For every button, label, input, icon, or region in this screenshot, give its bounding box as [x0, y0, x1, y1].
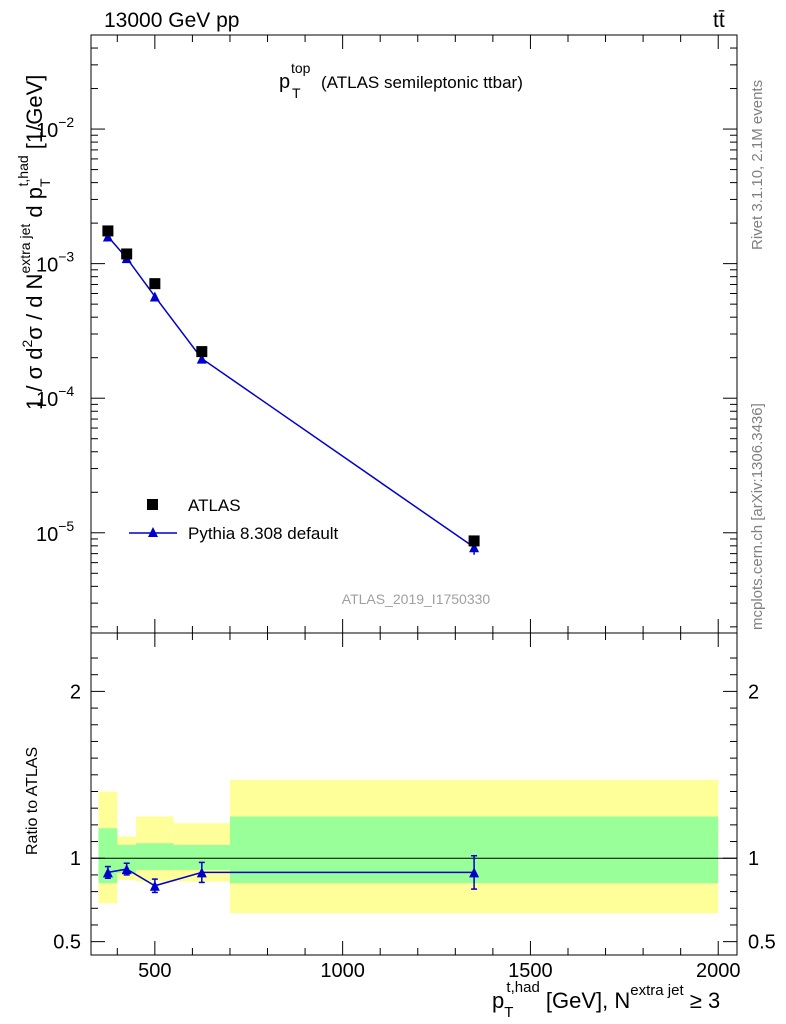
legend: ATLAS Pythia 8.308 default: [129, 496, 339, 543]
ratio-y-tick-label-left: 0.5: [53, 932, 81, 954]
ylabel-sub3: T: [37, 178, 53, 187]
atlas-marker: [196, 346, 208, 358]
tick-exponent: −3: [58, 249, 74, 265]
ylabel-mid2: d p: [22, 187, 47, 224]
main-frame: [90, 34, 738, 634]
ylabel-sup2: extra jet: [17, 224, 33, 274]
plot-title: p top T (ATLAS semileptonic ttbar): [279, 60, 523, 101]
atlas-marker: [121, 248, 133, 260]
x-tick-label: 500: [138, 960, 171, 982]
ratio-y-tick-label-right: 1: [748, 848, 759, 870]
pythia-marker: [102, 231, 113, 242]
ylabel-unit: [1/GeV]: [22, 75, 47, 156]
main-y-tick-label: 10−3: [36, 249, 74, 277]
ratio-y-tick-label-right: 2: [748, 681, 759, 703]
rivet-version-label: Rivet 3.1.10, 2.1M events: [749, 80, 766, 250]
main-y-label: 1 / σ d2σ / d Nextra jet d pTt,had [1/Ge…: [15, 75, 53, 410]
legend-pythia-label: Pythia 8.308 default: [188, 524, 339, 543]
ratio-marker: [149, 880, 160, 891]
uncertainty-band-green: [136, 843, 174, 870]
atlas-marker: [468, 535, 480, 547]
ratio-plot-area: [91, 779, 737, 914]
ylabel-sup3: t,had: [15, 155, 31, 186]
legend-pythia-marker: [148, 527, 158, 537]
ratio-x-axis: 500 1000 1500 2000: [116, 633, 741, 982]
xlabel-base: p: [492, 988, 504, 1013]
tick-exponent: −5: [58, 518, 74, 534]
ratio-frame: [90, 632, 738, 956]
ratio-y-axis: 0.5 0.5 1 1 2 2: [53, 657, 776, 954]
title-symbol: p: [279, 71, 290, 93]
ratio-y-tick-label-left: 1: [70, 848, 81, 870]
atlas-marker: [149, 278, 161, 290]
legend-atlas-label: ATLAS: [188, 496, 241, 515]
main-panel: 10−510−410−310−2 p top T (ATLAS semilept…: [15, 34, 738, 634]
pythia-marker: [469, 542, 480, 553]
analysis-watermark: ATLAS_2019_I1750330: [342, 591, 491, 607]
atlas-marker: [102, 225, 114, 237]
title-superscript: top: [291, 60, 311, 76]
legend-atlas-marker: [147, 499, 158, 510]
x-tick-label: 1000: [320, 960, 365, 982]
uncertainty-band-green: [117, 844, 137, 874]
pythia-marker: [196, 353, 207, 364]
ratio-marker: [196, 867, 207, 878]
tick-mantissa: 10: [36, 120, 58, 142]
ratio-y-tick-label-right: 0.5: [748, 932, 776, 954]
ratio-y-tick-label-left: 2: [70, 681, 81, 703]
ylabel-mid: σ / d N: [22, 274, 47, 340]
main-y-tick-label: 10−2: [36, 114, 74, 142]
beam-label: 13000 GeV pp: [104, 9, 239, 32]
main-plot-area: [102, 225, 480, 555]
tick-mantissa: 10: [36, 255, 58, 277]
title-text: (ATLAS semileptonic ttbar): [321, 73, 523, 92]
process-label: tt̄: [713, 9, 725, 32]
ylabel-sup1: 2: [19, 340, 35, 348]
x-axis-label: pTt,had [GeV], Nextra jet ≥ 3: [492, 979, 720, 1021]
xlabel-sup: t,had: [506, 979, 539, 996]
pythia-line: [107, 236, 475, 548]
main-x-ticks: [116, 35, 719, 633]
ratio-marker: [121, 864, 132, 875]
ylabel-prefix: 1 / σ d: [22, 348, 47, 411]
tick-mantissa: 10: [36, 389, 58, 411]
tick-exponent: −4: [58, 383, 74, 399]
tick-exponent: −2: [58, 114, 74, 130]
ratio-marker: [102, 867, 113, 878]
pythia-marker: [149, 291, 160, 302]
x-tick-label: 1500: [508, 960, 553, 982]
xlabel-rest: [GeV], N: [540, 988, 630, 1013]
ratio-panel: 0.5 0.5 1 1 2 2 500 1000 1500 2000 Ratio to ATLA…: [24, 632, 776, 1021]
main-y-axis: 10−510−410−310−2: [36, 34, 737, 628]
uncertainty-band-green: [98, 828, 118, 884]
ratio-marker: [469, 867, 480, 878]
tick-mantissa: 10: [36, 524, 58, 546]
xlabel-sub: T: [504, 1004, 513, 1021]
x-tick-label: 2000: [696, 960, 741, 982]
ratio-y-label: Ratio to ATLAS: [24, 747, 41, 855]
title-subscript: T: [292, 85, 301, 101]
xlabel-sup2: extra jet: [630, 982, 684, 999]
xlabel-tail: ≥ 3: [684, 988, 721, 1013]
mcplots-label: mcplots.cern.ch [arXiv:1306.3436]: [749, 403, 766, 630]
main-y-tick-label: 10−5: [36, 518, 74, 546]
main-y-tick-label: 10−4: [36, 383, 74, 411]
